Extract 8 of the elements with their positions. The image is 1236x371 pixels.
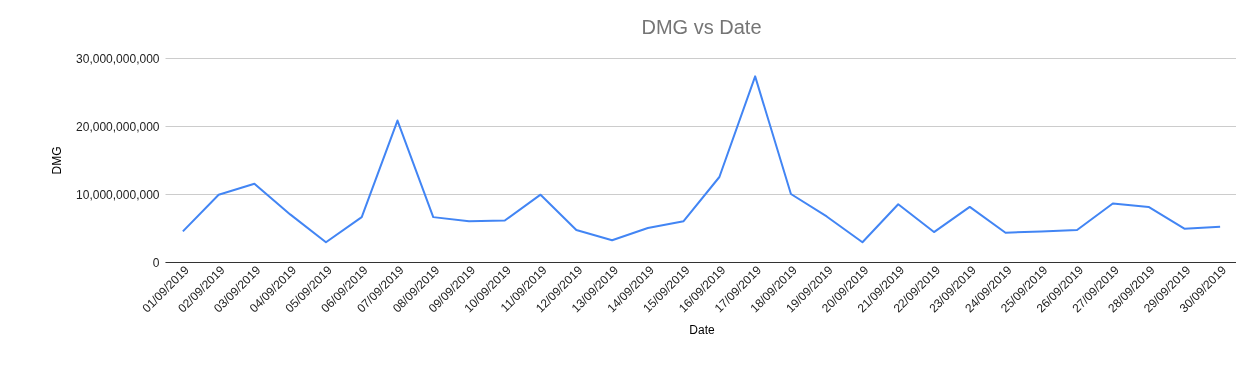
y-tick-label: 20,000,000,000	[76, 119, 160, 134]
line-series	[181, 75, 1222, 244]
y-tick-label: 0	[152, 255, 160, 270]
y-axis-title: DMG	[50, 146, 65, 175]
y-tick-label: 10,000,000,000	[76, 187, 160, 202]
chart-title: DMG vs Date	[641, 16, 762, 38]
y-tick-label: 30,000,000,000	[76, 51, 160, 66]
x-axis-title: Date	[689, 322, 715, 337]
